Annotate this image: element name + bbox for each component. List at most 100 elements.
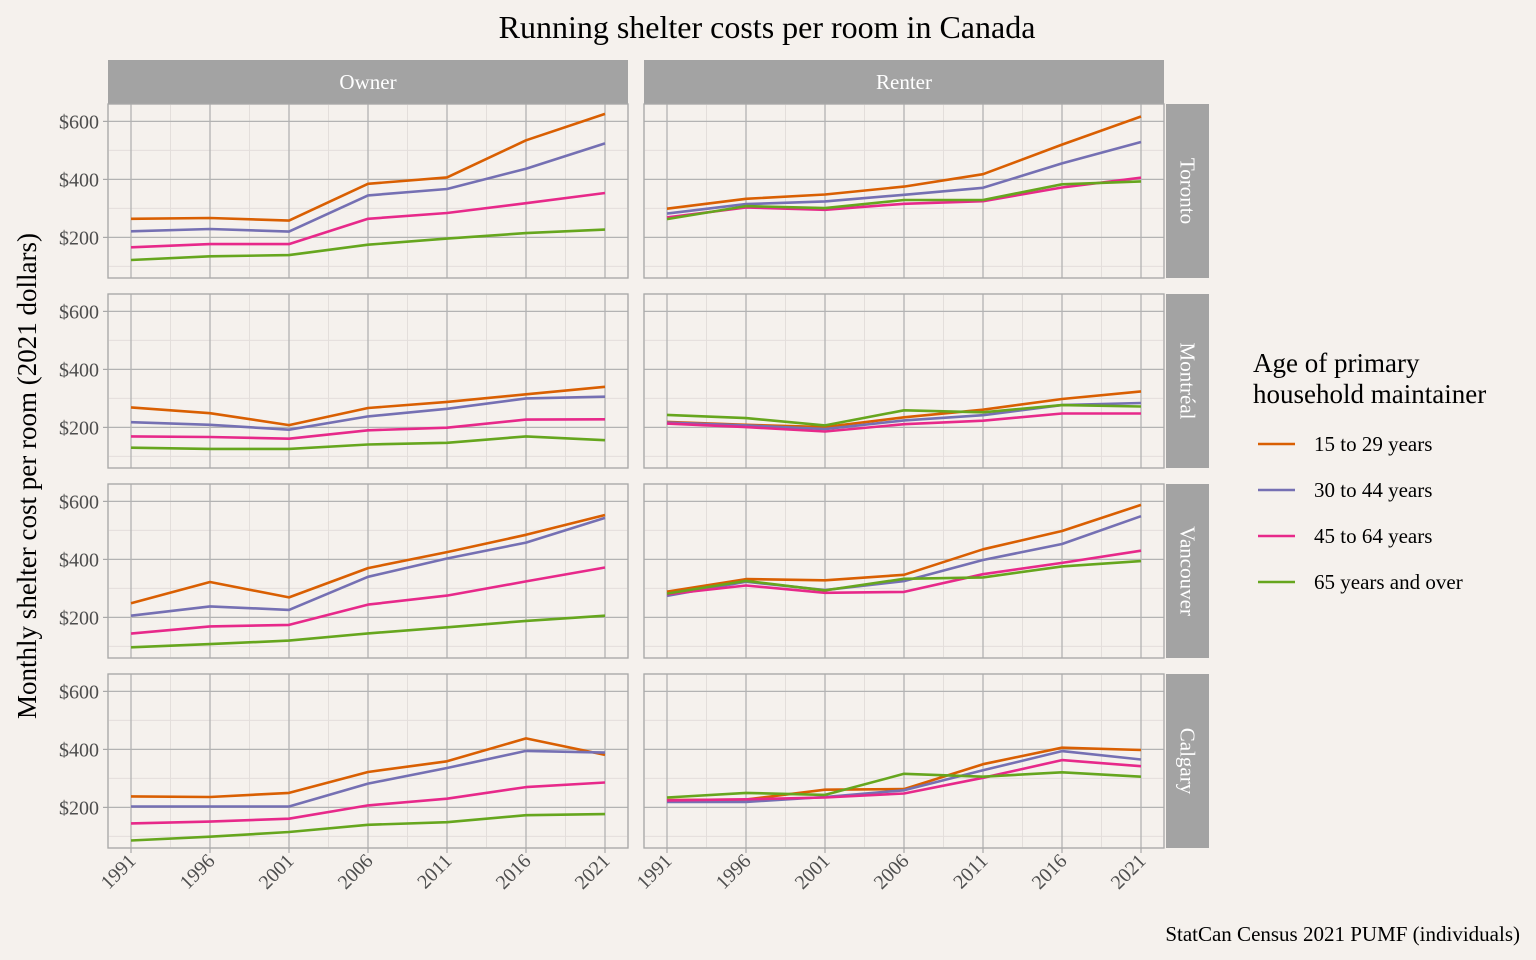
y-tick-label: $600 (59, 301, 99, 323)
strip-bg-calgary (1166, 674, 1209, 848)
x-tick-label: 1991 (97, 850, 141, 894)
strip-label-renter: Renter (876, 70, 932, 94)
strip-bg-vancouver (1166, 484, 1209, 658)
series-line-65-years-and-over (666, 559, 1142, 595)
series-line-65-years-and-over (130, 614, 606, 649)
y-tick-label: $600 (59, 491, 99, 513)
panel-vancouver-owner: $200 $400 $600 (59, 483, 629, 659)
panel-border (643, 483, 1165, 659)
strip-renter: Renter (644, 60, 1164, 104)
panels-group: Owner Renter Toronto Montréal Vancouver Calga… (59, 60, 1209, 894)
series-line-15-to-29-years (130, 737, 606, 799)
panel-montreal-owner: $200 $400 $600 (59, 293, 629, 469)
panel-border (107, 293, 629, 469)
series-line-65-years-and-over (130, 812, 606, 842)
strip-montreal: Montréal (1166, 294, 1209, 468)
legend-label: 15 to 29 years (1314, 432, 1432, 456)
series-line-45-to-64-years (666, 758, 1142, 802)
strip-label-calgary: Calgary (1176, 728, 1200, 795)
series-line-30-to-44-years (666, 140, 1142, 215)
series-line-45-to-64-years (666, 549, 1142, 596)
series-line-45-to-64-years (666, 176, 1142, 219)
series-line-30-to-44-years (130, 142, 606, 233)
series-line-15-to-29-years (130, 112, 606, 222)
panel-calgary-renter: 1991 1996 2001 2006 2011 2016 2021 (633, 673, 1165, 894)
x-tick-label: 2021 (571, 850, 615, 894)
y-tick-label: $200 (59, 417, 99, 439)
strip-bg-toronto (1166, 104, 1209, 278)
strip-label-vancouver: Vancouver (1176, 526, 1200, 616)
panel-toronto-renter (643, 103, 1165, 279)
x-tick-label: 2006 (870, 850, 914, 894)
series-line-15-to-29-years (130, 385, 606, 427)
series-line-30-to-44-years (130, 516, 606, 617)
strip-toronto: Toronto (1166, 104, 1209, 278)
y-tick-label: $400 (59, 739, 99, 761)
series-line-15-to-29-years (666, 503, 1142, 593)
series-line-65-years-and-over (666, 180, 1142, 221)
chart-title: Running shelter costs per room in Canada (499, 9, 1036, 45)
legend-entry-30-to-44-years: 30 to 44 years (1258, 478, 1432, 502)
x-tick-label: 2006 (334, 850, 378, 894)
series-line-65-years-and-over (666, 403, 1142, 427)
strip-label-toronto: Toronto (1176, 158, 1200, 224)
legend-entry-45-to-64-years: 45 to 64 years (1258, 524, 1432, 548)
panel-vancouver-renter (643, 483, 1165, 659)
y-tick-label: $400 (59, 549, 99, 571)
strip-vancouver: Vancouver (1166, 484, 1209, 658)
x-tick-label: 1991 (633, 850, 677, 894)
series-line-65-years-and-over (130, 228, 606, 262)
legend: Age of primary household maintainer 15 t… (1253, 348, 1486, 594)
series-line-45-to-64-years (666, 412, 1141, 433)
x-tick-label: 2016 (1028, 850, 1072, 894)
y-tick-label: $600 (59, 681, 99, 703)
y-tick-label: $200 (59, 797, 99, 819)
strip-bg-owner (108, 60, 628, 104)
x-tick-label: 2001 (255, 850, 299, 894)
y-tick-label: $600 (59, 111, 99, 133)
series-line-65-years-and-over (130, 435, 606, 451)
panel-calgary-owner: $200 $400 $600 1991 1996 2001 2006 2011 2016 2021 (59, 673, 629, 894)
panel-toronto-owner: $200 $400 $600 (59, 103, 629, 279)
series-line-45-to-64-years (130, 418, 606, 440)
legend-title-line1: Age of primary (1253, 348, 1420, 378)
series-line-45-to-64-years (130, 566, 606, 635)
strip-label-owner: Owner (339, 70, 396, 94)
strip-owner: Owner (108, 60, 628, 104)
series-line-15-to-29-years (666, 115, 1142, 210)
strip-label-montreal: Montréal (1176, 343, 1200, 420)
panel-border (107, 103, 629, 279)
y-axis-title: Monthly shelter cost per room (2021 doll… (12, 233, 42, 719)
legend-title-line2: household maintainer (1253, 379, 1486, 409)
legend-label: 65 years and over (1314, 570, 1463, 594)
legend-entries: 15 to 29 years 30 to 44 years 45 to 64 yea… (1258, 432, 1463, 594)
x-tick-label: 2021 (1107, 850, 1151, 894)
legend-entry-15-to-29-years: 15 to 29 years (1258, 432, 1432, 456)
strip-bg-montreal (1166, 294, 1209, 468)
panel-border (643, 103, 1165, 279)
series-line-30-to-44-years (130, 395, 606, 431)
legend-label: 45 to 64 years (1314, 524, 1432, 548)
x-tick-label: 2011 (413, 850, 456, 893)
y-tick-label: $400 (59, 359, 99, 381)
y-tick-label: $200 (59, 227, 99, 249)
legend-entry-65-years-and-over: 65 years and over (1258, 570, 1463, 594)
panel-border (107, 483, 629, 659)
x-tick-label: 1996 (712, 850, 756, 894)
series-line-30-to-44-years (131, 749, 606, 808)
y-tick-label: $200 (59, 607, 99, 629)
chart-caption: StatCan Census 2021 PUMF (individuals) (1165, 922, 1520, 946)
panel-montreal-renter (643, 293, 1165, 469)
x-tick-label: 2001 (791, 850, 835, 894)
series-line-30-to-44-years (667, 749, 1142, 804)
series-line-45-to-64-years (130, 191, 606, 249)
x-tick-label: 1996 (176, 850, 220, 894)
y-tick-label: $400 (59, 169, 99, 191)
series-line-65-years-and-over (666, 771, 1142, 799)
series-line-45-to-64-years (130, 781, 606, 825)
legend-label: 30 to 44 years (1314, 478, 1432, 502)
series-line-15-to-29-years (130, 513, 606, 605)
strip-bg-renter (644, 60, 1164, 104)
x-tick-label: 2011 (949, 850, 992, 893)
